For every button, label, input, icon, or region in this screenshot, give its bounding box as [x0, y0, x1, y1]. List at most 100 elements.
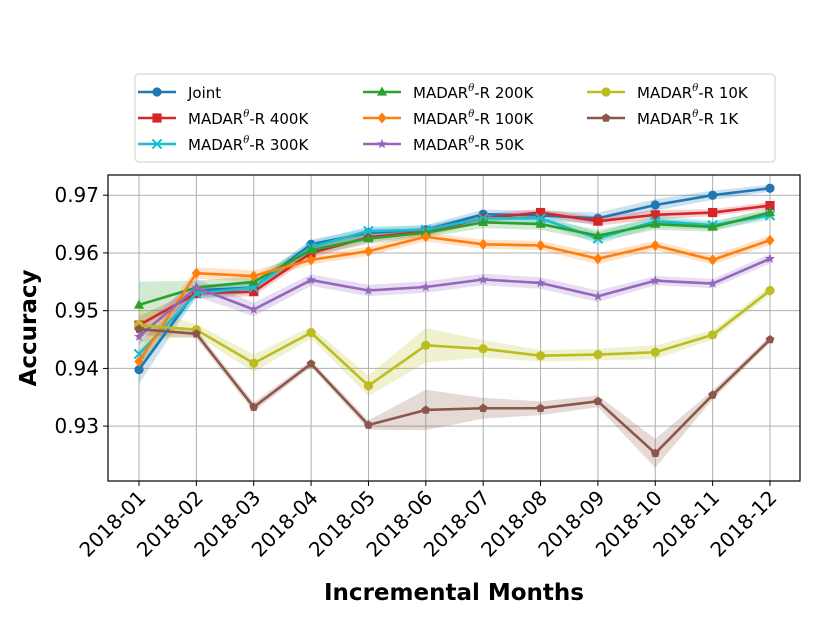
line-madar-r-200k [138, 211, 771, 307]
point-madar-r-100k [535, 239, 546, 251]
point-madar-r-50k [191, 282, 202, 292]
line-madar-r-100k [137, 235, 771, 363]
y-axis-ticks: 0.93 0.94 0.95 0.96 0.97 [54, 183, 108, 438]
point-madar-r-1k [249, 402, 259, 411]
band-madar-r-200k [139, 207, 770, 328]
point-madar-r-200k [133, 299, 145, 309]
point-madar-r-50k [248, 304, 259, 314]
point-madar-r-10k [363, 381, 374, 391]
point-joint [708, 190, 718, 200]
line-madar-r-300k [138, 214, 771, 355]
point-joint [650, 200, 660, 210]
point-madar-r-1k [364, 420, 373, 429]
point-madar-r-200k [650, 218, 661, 228]
legend-marker-madar-r-1k [601, 113, 611, 122]
point-madar-r-100k [134, 355, 144, 368]
legend-marker-madar-r-300k [151, 138, 163, 150]
point-madar-r-50k [478, 274, 489, 284]
point-madar-r-200k [764, 207, 776, 217]
point-madar-r-10k [421, 340, 431, 350]
point-madar-r-10k [249, 358, 259, 368]
point-madar-r-1k [708, 390, 718, 399]
legend-label-madar-r-10k: MADARθ-R 10K [637, 83, 749, 102]
point-joint [134, 364, 144, 375]
line-madar-r-1k [138, 327, 771, 455]
point-madar-r-50k [306, 274, 317, 285]
point-madar-r-10k [478, 344, 488, 354]
series-madar-r-100k [134, 231, 775, 368]
legend-label-madar-r-400k: MADARθ-R 400K [188, 109, 309, 128]
point-madar-r-100k [593, 253, 603, 265]
point-madar-r-10k [593, 349, 603, 360]
point-madar-r-200k [363, 232, 374, 243]
point-madar-r-100k [421, 231, 431, 243]
point-madar-r-1k [134, 324, 144, 333]
legend-label-madar-r-1k: MADARθ-R 1K [637, 109, 739, 128]
legend-marker-madar-r-50k [376, 138, 388, 149]
line-madar-r-50k [138, 257, 771, 338]
legend-label-madar-r-200k: MADARθ-R 200K [413, 83, 534, 102]
legend-label-madar-r-300k: MADARθ-R 300K [188, 135, 309, 154]
point-madar-r-50k [707, 278, 718, 288]
point-madar-r-10k [650, 347, 660, 357]
point-madar-r-100k [765, 234, 775, 246]
point-madar-r-400k [765, 201, 775, 211]
point-madar-r-50k [764, 253, 776, 263]
point-madar-r-10k [765, 285, 775, 296]
point-madar-r-200k [535, 218, 546, 228]
point-madar-r-10k [708, 330, 718, 340]
point-madar-r-300k [363, 225, 374, 237]
point-madar-r-100k [650, 239, 660, 251]
line-madar-r-10k [138, 289, 771, 388]
point-madar-r-100k [363, 245, 374, 257]
legend-marker-madar-r-100k [377, 112, 387, 124]
point-madar-r-1k [536, 403, 545, 412]
series-madar-r-1k [134, 324, 775, 458]
legend-label-joint: Joint [187, 84, 221, 102]
legend-label-madar-r-100k: MADARθ-R 100K [413, 109, 534, 128]
point-madar-r-200k [478, 216, 489, 227]
point-madar-r-400k [249, 287, 259, 297]
y-tick-label: 0.97 [54, 183, 99, 207]
point-madar-r-1k [593, 396, 603, 406]
legend-marker-madar-r-400k [152, 113, 162, 123]
band-madar-r-10k [139, 285, 770, 397]
point-madar-r-1k [306, 359, 316, 368]
y-tick-label: 0.95 [54, 299, 99, 323]
point-joint [765, 183, 775, 193]
x-axis-title: Incremental Months [324, 580, 584, 606]
y-tick-label: 0.96 [54, 241, 99, 265]
y-axis-title: Accuracy [16, 270, 42, 387]
point-madar-r-50k [535, 277, 546, 288]
band-madar-r-100k [139, 232, 770, 374]
point-madar-r-400k [535, 207, 546, 218]
legend-label-madar-r-50k: MADARθ-R 50K [413, 135, 525, 154]
point-madar-r-200k [707, 221, 718, 231]
point-madar-r-50k [363, 285, 374, 295]
legend: Joint MADARθ-R 400K MADARθ-R 300K MADARθ-R … [134, 73, 776, 163]
series-lines [133, 183, 776, 458]
point-madar-r-400k [708, 207, 718, 218]
point-madar-r-100k [191, 267, 201, 279]
legend-marker-madar-r-200k [376, 86, 388, 96]
y-tick-label: 0.94 [54, 356, 99, 380]
point-madar-r-100k [478, 238, 488, 250]
point-madar-r-200k [592, 230, 603, 240]
point-madar-r-50k [592, 290, 603, 301]
point-madar-r-1k [421, 405, 431, 414]
point-madar-r-100k [708, 254, 718, 266]
series-madar-r-50k [133, 253, 776, 341]
point-madar-r-200k [306, 244, 317, 254]
point-madar-r-50k [420, 281, 431, 292]
point-madar-r-50k [133, 331, 145, 341]
point-madar-r-1k [765, 334, 775, 344]
point-madar-r-10k [306, 328, 316, 338]
legend-marker-joint [152, 87, 162, 97]
point-madar-r-1k [478, 403, 488, 412]
band-madar-r-50k [139, 254, 770, 346]
point-madar-r-400k [650, 210, 660, 220]
point-madar-r-400k [593, 216, 603, 226]
point-madar-r-100k [306, 254, 316, 266]
x-axis-ticks: 2018-012018-022018-032018-042018-052018-… [74, 481, 782, 562]
